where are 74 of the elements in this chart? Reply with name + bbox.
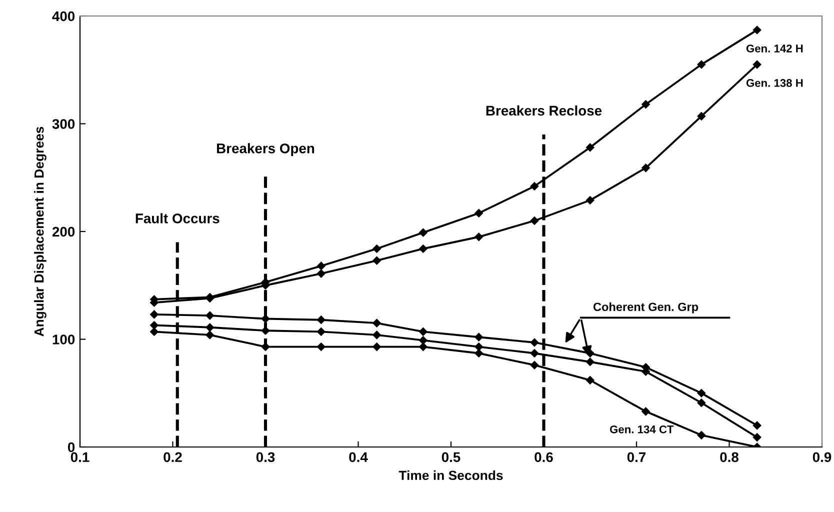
point (530, 182, 539, 190)
point (317, 328, 326, 336)
point (150, 310, 158, 319)
point (317, 262, 326, 270)
point (697, 60, 706, 69)
point (642, 100, 650, 108)
point (372, 256, 381, 265)
series-label: Gen. 134 CT (610, 425, 674, 434)
y-tick-label: 300 (52, 119, 75, 129)
point (530, 349, 539, 358)
point (372, 342, 381, 351)
x-axis-title: Time in Seconds (398, 470, 503, 480)
x-tick-label: 0.1 (70, 452, 90, 462)
annotation: Coherent Gen. Grp (593, 302, 698, 314)
point (261, 326, 270, 335)
point (642, 164, 650, 172)
y-axis-title: Angular Displacement in Degrees (34, 126, 46, 336)
ref-line-label: Breakers Open (217, 143, 314, 156)
point (206, 311, 214, 320)
point (150, 328, 158, 336)
x-tick-label: 0.4 (349, 452, 368, 462)
point (474, 209, 483, 218)
x-tick-label: 0.5 (442, 452, 460, 462)
point (752, 60, 762, 69)
point (419, 328, 428, 336)
x-tick-label: 0.3 (256, 452, 275, 462)
x-tick-label: 0.7 (627, 452, 646, 462)
point (752, 433, 762, 442)
point (530, 360, 539, 370)
x-tick-label: 0.6 (534, 452, 553, 462)
point (586, 358, 594, 366)
point (206, 323, 214, 332)
point (586, 349, 594, 358)
point (372, 318, 381, 328)
x-tick-label: 0.9 (812, 452, 832, 462)
point (530, 216, 539, 225)
ref-line-label: Fault Occurs (136, 213, 220, 224)
point (372, 244, 381, 253)
point (697, 112, 706, 120)
y-tick-label: 100 (52, 334, 75, 344)
point (419, 228, 428, 237)
point (586, 376, 594, 384)
point (261, 342, 270, 351)
point (150, 321, 158, 330)
point (586, 196, 594, 204)
y-tick-label: 400 (52, 11, 75, 22)
series-label: Gen. 142 H (746, 44, 803, 52)
point (474, 342, 483, 351)
point (642, 407, 650, 416)
point (372, 330, 381, 340)
point (474, 332, 483, 342)
series-label: Gen. 138 H (746, 79, 803, 87)
point (697, 398, 706, 407)
point (419, 244, 428, 253)
point (697, 388, 706, 398)
point (586, 143, 594, 152)
y-tick-label: 0 (68, 442, 75, 452)
point (317, 342, 326, 351)
point (206, 330, 214, 340)
ref-line-label: Breakers Reclose (486, 105, 602, 116)
point (530, 338, 539, 347)
point (317, 316, 326, 324)
point (474, 232, 483, 242)
point (752, 26, 762, 34)
point (697, 431, 706, 440)
point (752, 421, 762, 430)
x-tick-label: 0.8 (720, 452, 738, 462)
y-tick-label: 200 (52, 226, 75, 237)
point (317, 269, 326, 278)
point (419, 336, 428, 344)
point (261, 314, 270, 323)
point (474, 349, 483, 358)
point (419, 342, 428, 351)
x-tick-label: 0.2 (164, 452, 182, 462)
